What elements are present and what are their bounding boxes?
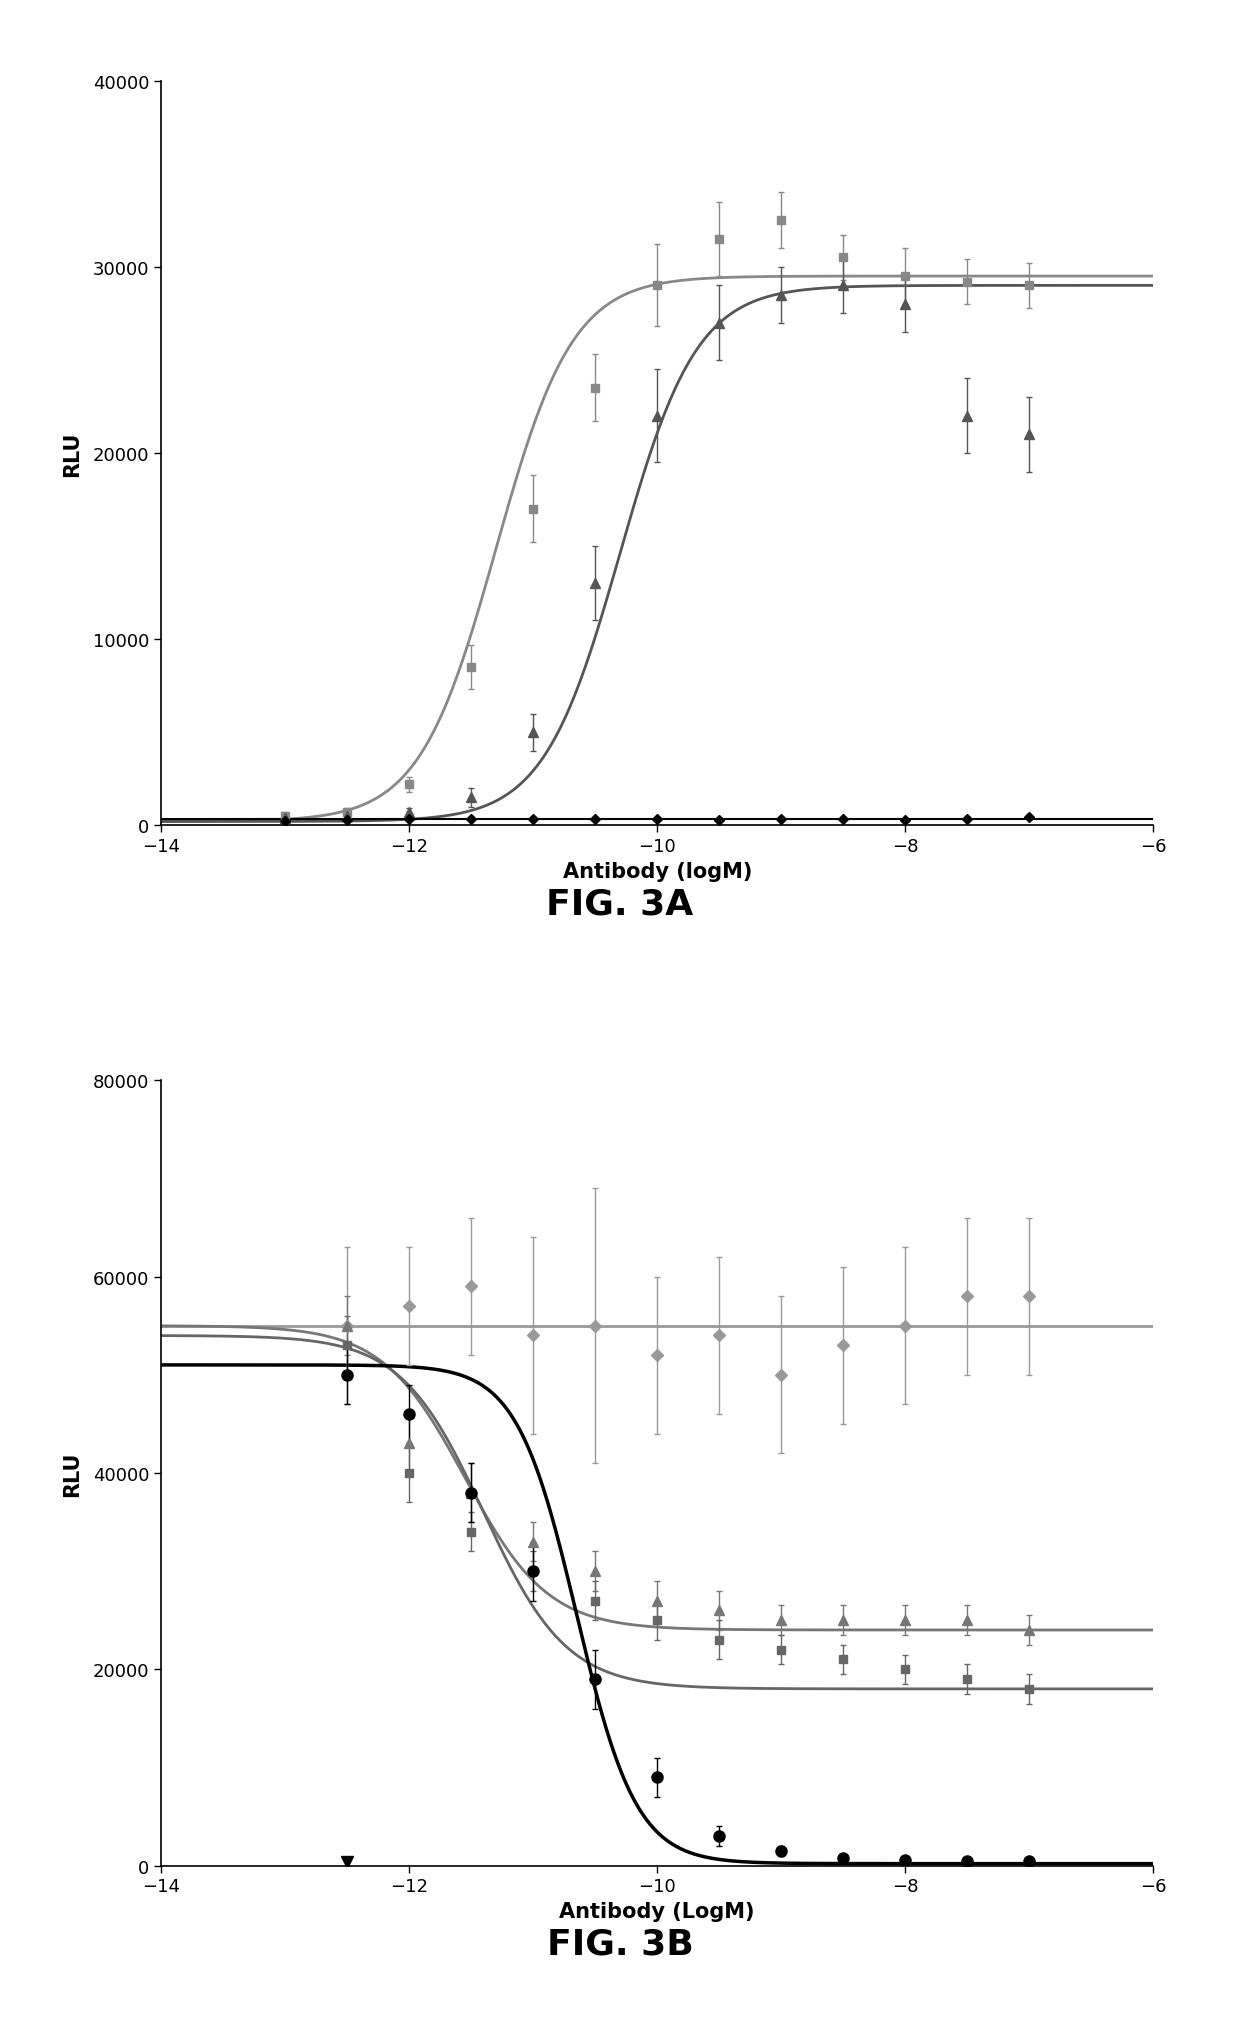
Y-axis label: RLU: RLU xyxy=(62,1450,82,1497)
X-axis label: Antibody (LogM): Antibody (LogM) xyxy=(559,1900,755,1921)
Text: FIG. 3B: FIG. 3B xyxy=(547,1927,693,1962)
Text: FIG. 3A: FIG. 3A xyxy=(547,887,693,922)
X-axis label: Antibody (logM): Antibody (logM) xyxy=(563,860,751,881)
Y-axis label: RLU: RLU xyxy=(62,430,82,477)
